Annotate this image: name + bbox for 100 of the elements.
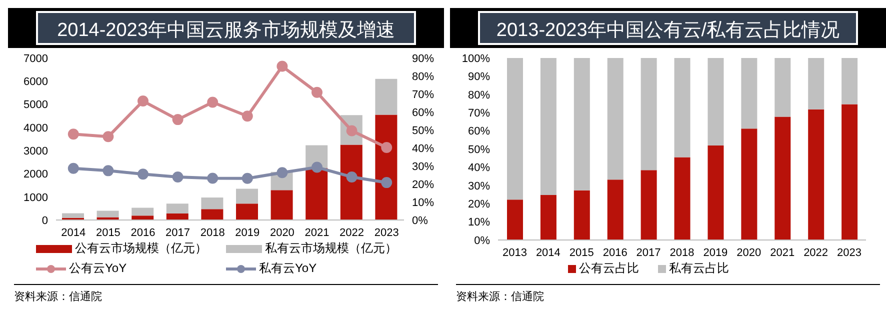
x-tick-label: 2023: [374, 226, 399, 239]
x-tick-label: 2016: [602, 246, 628, 259]
x-tick-label: 2018: [670, 246, 694, 259]
x-tick-label: 2014: [536, 246, 560, 259]
text: 资料来源：信通院: [456, 290, 545, 304]
point: [207, 172, 218, 184]
bar: [340, 144, 362, 220]
bar: [96, 210, 119, 218]
x-tick-label: 2013: [502, 246, 527, 259]
y2-tick-label: 0%: [412, 214, 428, 227]
x-tick-label: 2016: [130, 226, 156, 239]
bar: [674, 58, 690, 158]
bar: [708, 58, 724, 146]
y2-tick-label: 50%: [412, 124, 434, 137]
bar: [507, 200, 523, 240]
y-tick-label: 1000: [24, 192, 48, 204]
y2-tick-label: 40%: [412, 142, 434, 155]
y-tick-label: 5000: [24, 99, 48, 112]
y-tick-label: 90%: [468, 71, 490, 84]
y-tick-label: 40%: [468, 162, 490, 174]
y-tick-label: 50%: [468, 144, 490, 156]
y-tick-label: 0%: [474, 234, 490, 247]
y-tick-label: 6000: [24, 76, 48, 88]
bar: [270, 190, 293, 220]
bar: [774, 116, 791, 240]
bar: [166, 204, 188, 214]
y2-tick-label: 70%: [412, 88, 434, 101]
bar: [236, 188, 258, 204]
bar: [842, 58, 858, 104]
bar: [842, 104, 858, 240]
x-tick-label: 2022: [340, 226, 364, 239]
legend-label: 私有云市场规模（亿元）: [265, 240, 397, 257]
y-tick-label: 3000: [24, 145, 48, 158]
chart-title: 2013-2023年中国公有云/私有云占比情况: [478, 11, 858, 45]
bar: [741, 58, 758, 129]
y-tick-label: 80%: [468, 89, 490, 102]
point: [381, 142, 392, 153]
bar: [708, 146, 724, 240]
y2-tick-label: 10%: [412, 196, 434, 209]
bar: [507, 58, 523, 200]
y2-tick-label: 60%: [412, 106, 434, 119]
bar: [201, 198, 224, 210]
point: [381, 177, 392, 188]
point: [312, 162, 322, 173]
y-tick-label: 0: [42, 214, 48, 227]
bar: [132, 216, 154, 220]
point: [207, 96, 218, 108]
y2-tick-label: 30%: [412, 160, 434, 173]
bar: [375, 78, 398, 115]
legend-label: 私有云占比: [669, 260, 729, 277]
y-tick-label: 70%: [468, 108, 490, 120]
point: [138, 168, 148, 180]
bar: [640, 58, 657, 170]
y-tick-label: 20%: [468, 198, 490, 211]
x-tick-label: 2020: [736, 246, 762, 259]
point: [242, 110, 253, 122]
point: [172, 114, 184, 126]
point: [102, 131, 114, 142]
x-tick-label: 2021: [770, 246, 795, 259]
x-tick-label: 2018: [200, 226, 225, 239]
bar: [674, 157, 690, 240]
x-tick-label: 2023: [837, 246, 862, 259]
bar: [607, 180, 624, 240]
text: 资料来源：信通院: [14, 290, 103, 304]
point: [346, 171, 358, 182]
bar: [741, 128, 758, 240]
bar: [166, 214, 188, 220]
point: [138, 96, 148, 107]
point: [242, 172, 253, 184]
x-tick-label: 2019: [235, 226, 260, 239]
y-tick-label: 60%: [468, 126, 490, 138]
bar: [236, 204, 258, 220]
x-tick-label: 2019: [703, 246, 728, 259]
y-tick-label: 30%: [468, 180, 490, 192]
bar: [774, 58, 791, 117]
bar: [201, 209, 224, 220]
bar: [540, 58, 556, 196]
point: [276, 60, 288, 72]
point: [172, 171, 184, 182]
legend-label: 公有云占比: [579, 260, 639, 277]
y2-tick-label: 80%: [412, 70, 434, 83]
bar: [574, 190, 590, 240]
point: [68, 162, 79, 174]
point: [102, 165, 114, 176]
y2-tick-label: 90%: [412, 52, 434, 65]
y-tick-label: 7000: [24, 52, 48, 65]
x-tick-label: 2017: [166, 226, 190, 239]
bar: [540, 195, 556, 240]
x-tick-label: 2015: [96, 226, 120, 239]
y-tick-label: 4000: [24, 122, 48, 134]
legend-label: 私有云YoY: [259, 260, 317, 277]
bar: [132, 208, 154, 216]
legend-label: 公有云市场规模（亿元）: [75, 240, 207, 257]
x-tick-label: 2014: [61, 226, 86, 239]
point: [68, 128, 79, 140]
legend-label: 公有云YoY: [69, 260, 127, 277]
y-tick-label: 10%: [468, 216, 490, 229]
bar: [607, 58, 624, 180]
x-tick-label: 2017: [636, 246, 661, 259]
point: [276, 167, 288, 178]
